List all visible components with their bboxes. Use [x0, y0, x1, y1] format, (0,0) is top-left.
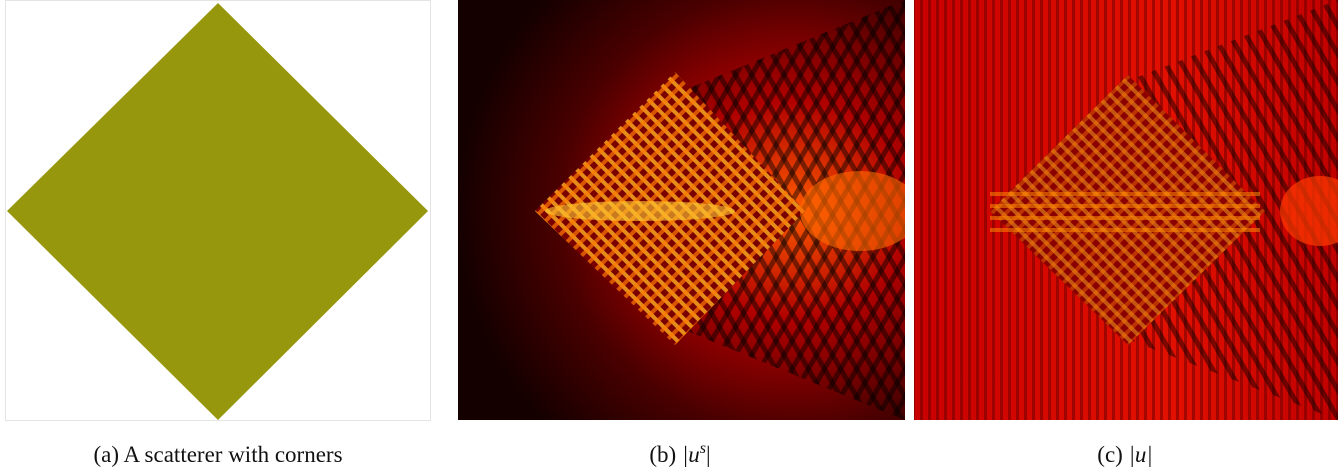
bright-band — [545, 201, 735, 221]
caption-label: (a) — [93, 442, 119, 467]
caption-label: (b) — [649, 442, 676, 467]
panel-c — [914, 0, 1343, 420]
caption-math: |u| — [1129, 442, 1153, 467]
forward-lobe — [800, 171, 920, 251]
caption-text: A scatterer with corners — [123, 442, 342, 467]
panel-b — [458, 0, 920, 420]
caption-label: (c) — [1097, 442, 1123, 467]
caption-math: |u — [682, 442, 700, 467]
panel-a — [6, 1, 431, 421]
caption-math: | — [706, 442, 711, 467]
figure: (a) A scatterer with corners (b) |us| (c… — [0, 0, 1343, 476]
caption-a: (a) A scatterer with corners — [93, 442, 342, 467]
caption-b: (b) |us| — [649, 440, 710, 467]
bright-band — [990, 190, 1260, 232]
caption-c: (c) |u| — [1097, 442, 1152, 467]
